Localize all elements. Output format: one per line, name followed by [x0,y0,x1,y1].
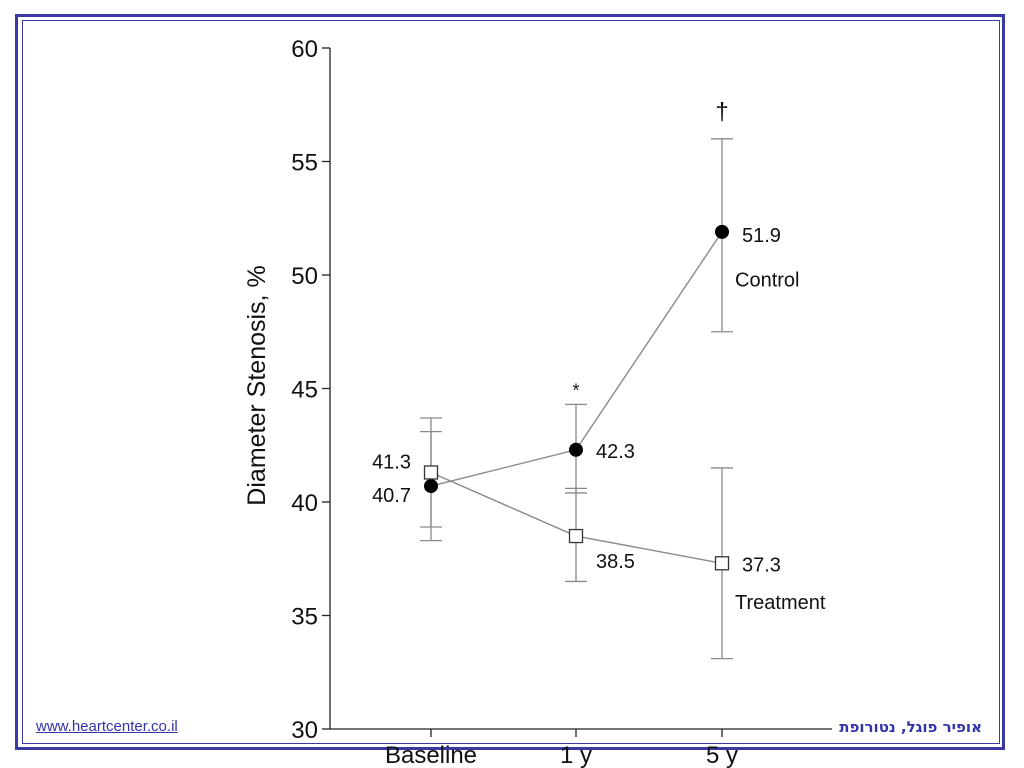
author-credit: אופיר פוגל, נטורופת [832,718,984,736]
point-treatment [714,556,730,571]
data-label: 51.9 [742,225,781,247]
y-axis-label: Diameter Stenosis, % [243,265,271,505]
y-tick-label: 50 [291,263,318,290]
point-treatment [423,465,439,480]
data-label: 40.7 [372,485,411,507]
data-label: 37.3 [742,554,781,576]
x-tick-label: 5 y [706,742,738,768]
slide-frame-outer [15,14,1005,750]
heartcenter-link[interactable]: www.heartcenter.co.il [34,718,180,735]
y-tick-label: 30 [291,717,318,744]
y-tick-label: 60 [291,36,318,63]
x-tick-label: 1 y [560,742,592,768]
y-tick-label: 35 [291,604,318,631]
significance-marker: * [572,381,579,401]
series-label-treatment: Treatment [735,592,826,614]
y-tick-label: 55 [291,150,318,177]
slide-frame-inner [22,20,1000,744]
point-control [569,442,583,457]
point-control [715,224,729,239]
point-treatment [568,528,584,544]
data-label: 41.3 [372,451,411,473]
data-label: 42.3 [596,441,635,463]
y-tick-label: 40 [291,490,318,517]
x-tick-label: Baseline [385,742,477,768]
y-tick-label: 45 [291,377,318,404]
data-label: 38.5 [596,551,635,573]
point-control [424,479,438,494]
series-label-control: Control [735,270,799,292]
significance-marker: † [715,99,728,126]
